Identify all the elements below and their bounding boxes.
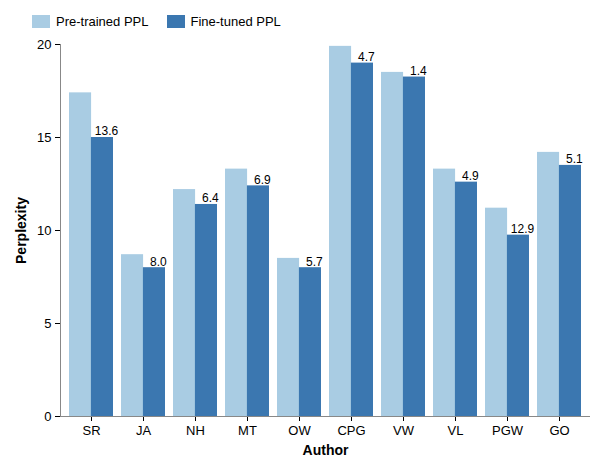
html-text:Pre-trained PPL: Pre-trained PPL [56,13,149,29]
svg-text:MT: MT [238,423,257,438]
svg-text:20: 20 [37,37,51,52]
svg-text:12.9: 12.9 [511,222,535,236]
svg-text:CPG: CPG [337,423,365,438]
svg-text:VW: VW [393,423,415,438]
svg-text:6.9: 6.9 [254,173,271,187]
svg-text:VL: VL [448,423,464,438]
svg-text:NH: NH [186,423,205,438]
svg-text:Perplexity: Perplexity [13,197,29,264]
svg-text:Author: Author [303,442,349,458]
svg-text:4.7: 4.7 [358,50,375,64]
svg-text:5.7: 5.7 [306,255,323,269]
svg-text:PGW: PGW [492,423,524,438]
svg-text:8.0: 8.0 [150,255,167,269]
svg-text:1.4: 1.4 [410,64,427,78]
svg-text:0: 0 [44,409,51,424]
svg-text:13.6: 13.6 [95,124,119,138]
svg-text:GO: GO [549,423,569,438]
svg-text:OW: OW [288,423,311,438]
svg-text:5.1: 5.1 [566,152,583,166]
html-text:Fine-tuned PPL: Fine-tuned PPL [190,13,281,29]
svg-text:10: 10 [37,223,51,238]
svg-text:15: 15 [37,130,51,145]
svg-text:6.4: 6.4 [202,191,219,205]
svg-text:4.9: 4.9 [462,169,479,183]
svg-text:JA: JA [136,423,152,438]
svg-text:5: 5 [44,316,51,331]
svg-text:SR: SR [82,423,100,438]
